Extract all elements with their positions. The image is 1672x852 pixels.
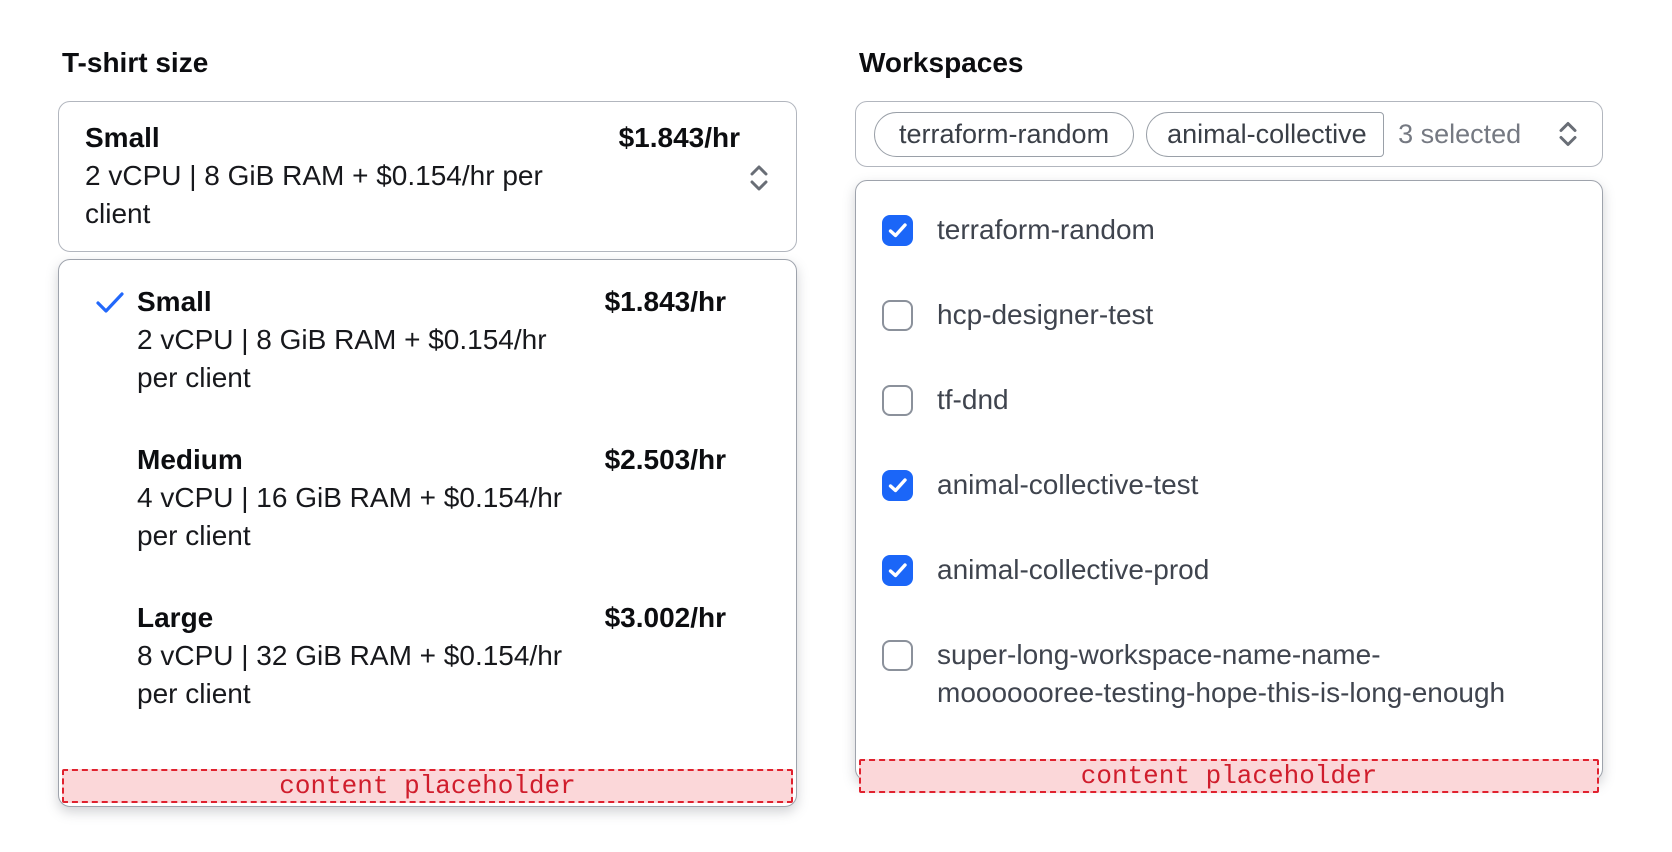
workspace-option-label-line1: animal-collective-test	[937, 469, 1199, 500]
tshirt-option-large[interactable]: Large 8 vCPU | 32 GiB RAM + $0.154/hr pe…	[59, 599, 796, 713]
workspace-option-label: super-long-workspace-name-name- moooooor…	[937, 636, 1505, 712]
option-desc-line2: per client	[137, 678, 251, 709]
option-name: Large	[137, 602, 214, 633]
option-name: Medium	[137, 444, 243, 475]
checkbox-super-long-workspace[interactable]	[882, 640, 913, 671]
content-placeholder: content placeholder	[62, 769, 793, 803]
tshirt-option-medium[interactable]: Medium 4 vCPU | 16 GiB RAM + $0.154/hr p…	[59, 441, 796, 555]
tshirt-size-select[interactable]: Small $1.843/hr 2 vCPU | 8 GiB RAM + $0.…	[58, 101, 797, 252]
option-desc-line2: per client	[137, 362, 251, 393]
option-desc: 2 vCPU | 8 GiB RAM + $0.154/hr per clien…	[137, 321, 605, 397]
workspaces-listbox: terraform-random hcp-designer-test tf-dn…	[855, 180, 1603, 793]
tshirt-size-listbox: Small 2 vCPU | 8 GiB RAM + $0.154/hr per…	[58, 259, 797, 807]
selected-count: 3 selected	[1398, 118, 1522, 149]
workspace-option-label-line1: terraform-random	[937, 214, 1155, 245]
option-desc-line2: per client	[137, 520, 251, 551]
option-price: $3.002/hr	[604, 602, 726, 633]
option-name: Small	[137, 286, 212, 317]
selected-option-desc: 2 vCPU | 8 GiB RAM + $0.154/hr per clien…	[85, 157, 770, 233]
workspace-option-hcp-designer-test[interactable]: hcp-designer-test	[856, 296, 1602, 334]
tag-terraform-random[interactable]: terraform-random	[874, 111, 1135, 157]
workspace-option-label: animal-collective-prod	[937, 551, 1209, 589]
selected-check-icon	[95, 283, 137, 397]
workspace-option-label-line1: super-long-workspace-name-name-	[937, 639, 1381, 670]
option-desc: 4 vCPU | 16 GiB RAM + $0.154/hr per clie…	[137, 479, 605, 555]
selected-option-name: Small	[85, 122, 160, 153]
workspaces-multiselect[interactable]: terraform-random animal-collective 3 sel…	[855, 101, 1603, 167]
content-placeholder: content placeholder	[859, 759, 1599, 793]
tag-animal-collective[interactable]: animal-collective	[1146, 111, 1385, 157]
checkbox-animal-collective-prod[interactable]	[882, 555, 913, 586]
workspace-option-label: animal-collective-test	[937, 466, 1198, 504]
tshirt-size-label: T-shirt size	[62, 47, 209, 78]
option-desc-line1: 4 vCPU | 16 GiB RAM + $0.154/hr	[137, 482, 563, 513]
tshirt-option-small[interactable]: Small 2 vCPU | 8 GiB RAM + $0.154/hr per…	[59, 283, 796, 397]
selected-check-icon	[95, 441, 137, 555]
workspaces-label: Workspaces	[859, 47, 1024, 78]
selected-option-row: Small $1.843/hr	[85, 119, 770, 157]
workspace-option-super-long-workspace[interactable]: super-long-workspace-name-name- moooooor…	[856, 636, 1602, 712]
selected-option-price: $1.843/hr	[618, 122, 740, 153]
selected-option-desc-line1: 2 vCPU | 8 GiB RAM + $0.154/hr per	[85, 160, 543, 191]
workspace-option-label: hcp-designer-test	[937, 296, 1153, 334]
option-desc-line1: 8 vCPU | 32 GiB RAM + $0.154/hr	[137, 640, 563, 671]
page: T-shirt size Small $1.843/hr 2 vCPU | 8 …	[58, 46, 1603, 807]
checkbox-animal-collective-test[interactable]	[882, 470, 913, 501]
checkbox-tf-dnd[interactable]	[882, 385, 913, 416]
workspace-option-tf-dnd[interactable]: tf-dnd	[856, 381, 1602, 419]
checkbox-terraform-random[interactable]	[882, 215, 913, 246]
workspace-option-animal-collective-test[interactable]: animal-collective-test	[856, 466, 1602, 504]
option-desc-line1: 2 vCPU | 8 GiB RAM + $0.154/hr	[137, 324, 547, 355]
workspace-option-label-line1: hcp-designer-test	[937, 299, 1154, 330]
workspaces-field: Workspaces terraform-random animal-colle…	[855, 46, 1603, 807]
selected-check-icon	[95, 599, 137, 713]
workspace-option-label: tf-dnd	[937, 381, 1009, 419]
multiselect-caret-icon	[1556, 121, 1580, 147]
option-price: $2.503/hr	[604, 444, 726, 475]
select-caret-icon	[746, 164, 772, 192]
option-price: $1.843/hr	[604, 286, 726, 317]
workspace-option-label-line1: tf-dnd	[937, 384, 1009, 415]
option-desc: 8 vCPU | 32 GiB RAM + $0.154/hr per clie…	[137, 637, 605, 713]
workspace-option-terraform-random[interactable]: terraform-random	[856, 211, 1602, 249]
checkbox-hcp-designer-test[interactable]	[882, 300, 913, 331]
workspace-option-label: terraform-random	[937, 211, 1155, 249]
tshirt-size-field: T-shirt size Small $1.843/hr 2 vCPU | 8 …	[58, 46, 797, 807]
selected-option-desc-line2: client	[85, 198, 151, 229]
workspace-option-animal-collective-prod[interactable]: animal-collective-prod	[856, 551, 1602, 589]
workspace-option-label-line1: animal-collective-prod	[937, 554, 1210, 585]
workspace-option-label-line2: mooooooree-testing-hope-this-is-long-eno…	[937, 677, 1506, 708]
